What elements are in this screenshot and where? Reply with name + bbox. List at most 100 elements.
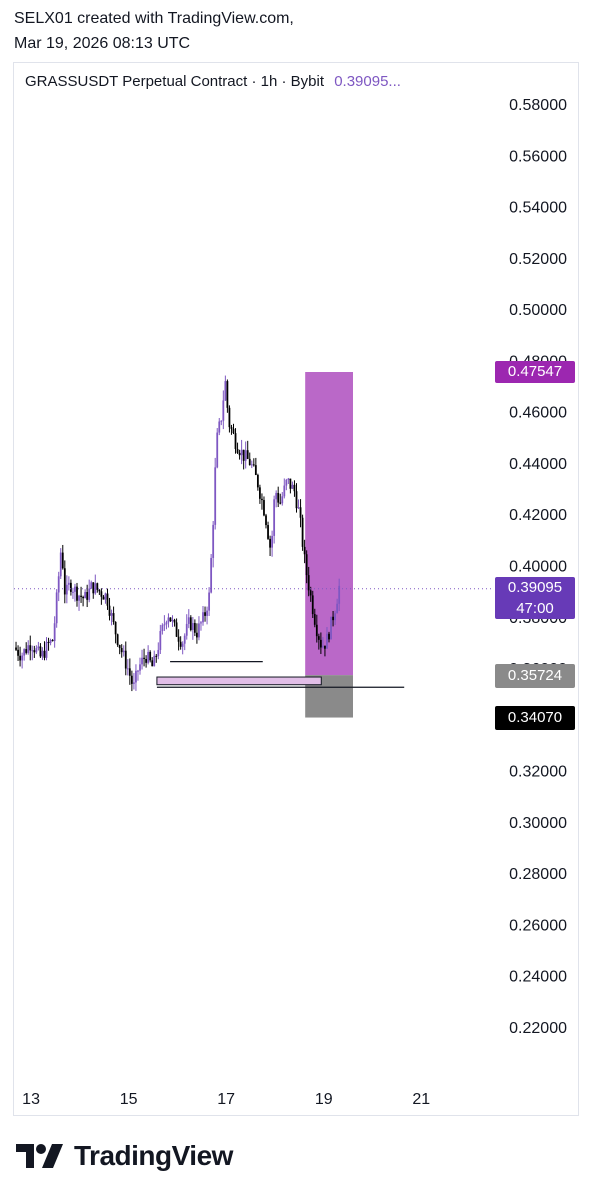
- candle-body: [336, 603, 339, 614]
- candle-body: [96, 583, 99, 590]
- candle-body: [122, 650, 125, 653]
- candle-body: [37, 646, 40, 649]
- candle-body: [27, 645, 30, 653]
- chart-frame: [13, 62, 579, 1116]
- candle-body: [232, 428, 235, 434]
- candle-body: [328, 633, 330, 640]
- candle-body: [55, 592, 58, 624]
- candle-body: [171, 619, 174, 622]
- candle-body: [159, 631, 162, 650]
- candle-body: [200, 622, 202, 624]
- candle-body: [269, 538, 271, 548]
- y-tick-label: 0.26000: [509, 917, 567, 934]
- candle-body: [147, 651, 150, 663]
- candle-body: [84, 592, 87, 599]
- candle-body: [196, 632, 198, 638]
- candle-body: [88, 588, 91, 600]
- candle-body: [210, 557, 213, 593]
- candle-body: [307, 575, 310, 591]
- candle-body: [45, 641, 48, 658]
- candle-body: [110, 613, 113, 616]
- candle-body: [220, 420, 223, 422]
- candle-body: [98, 589, 101, 592]
- candle-body: [43, 650, 46, 658]
- candle-body: [315, 624, 318, 637]
- candle-body: [204, 612, 206, 616]
- y-tick-label: 0.24000: [509, 969, 567, 986]
- candle-body: [281, 496, 284, 504]
- y-tick-label: 0.46000: [509, 405, 567, 422]
- candle-body: [265, 515, 267, 526]
- y-tick-label: 0.44000: [509, 456, 567, 473]
- candle-body: [157, 649, 160, 657]
- candle-body: [267, 525, 269, 539]
- candle-body: [145, 658, 148, 663]
- candle-body: [191, 623, 194, 630]
- candle-body: [338, 585, 341, 604]
- candle-body: [208, 592, 211, 611]
- stop-loss-zone: [305, 372, 353, 676]
- candle-body: [141, 657, 143, 665]
- candle-body: [59, 552, 62, 577]
- y-tick-label: 0.32000: [509, 764, 567, 781]
- candle-body: [313, 614, 316, 625]
- candle-body: [206, 610, 208, 616]
- candle-body: [334, 613, 337, 621]
- candle-body: [100, 591, 103, 597]
- candle-body: [181, 643, 184, 647]
- candle-body: [67, 582, 70, 585]
- candle-body: [82, 596, 84, 599]
- candle-body: [291, 484, 294, 489]
- candle-body: [330, 616, 332, 640]
- candle-body: [169, 617, 172, 622]
- candle-body: [263, 500, 265, 516]
- candle-body: [254, 465, 257, 475]
- candle-body: [149, 651, 152, 661]
- candle-body: [128, 668, 131, 676]
- y-tick-label: 0.40000: [509, 559, 567, 576]
- candle-body: [31, 650, 34, 652]
- candle-body: [193, 623, 196, 633]
- symbol-info[interactable]: GRASSUSDT Perpetual Contract · 1h · Bybi…: [25, 73, 401, 90]
- candle-body: [23, 649, 26, 656]
- candle-body: [49, 640, 52, 643]
- candle-body: [259, 487, 261, 499]
- candle-body: [275, 492, 278, 500]
- candle-body: [114, 621, 117, 635]
- candle-body: [301, 517, 304, 547]
- candle-body: [216, 432, 219, 468]
- candle-body: [15, 647, 17, 650]
- candle-body: [33, 650, 36, 653]
- candle-body: [116, 634, 119, 645]
- candle-body: [86, 592, 89, 600]
- candle-body: [226, 381, 229, 408]
- candle-body: [17, 649, 19, 656]
- candle-body: [309, 590, 312, 596]
- stop-price-tag: 0.47547: [495, 361, 575, 383]
- candle-body: [124, 650, 127, 669]
- candle-body: [139, 664, 141, 671]
- candle-body: [179, 641, 182, 647]
- candle-body: [35, 648, 38, 653]
- candle-body: [311, 595, 314, 615]
- candle-body: [297, 507, 300, 509]
- target-price-tag: 0.34070: [495, 706, 575, 730]
- candle-body: [293, 484, 296, 492]
- candle-body: [25, 649, 28, 653]
- candle-body: [283, 485, 286, 497]
- x-tick-label: 17: [217, 1091, 235, 1108]
- candle-body: [21, 655, 24, 661]
- candle-body: [61, 552, 64, 569]
- candle-body: [212, 524, 215, 558]
- last-price-tag: 0.39095 47:00: [495, 577, 575, 619]
- candle-body: [332, 616, 334, 621]
- candle-body: [29, 645, 32, 651]
- candle-body: [51, 640, 54, 642]
- candle-body: [244, 450, 247, 461]
- candle-body: [104, 593, 107, 600]
- candle-body: [143, 657, 145, 659]
- y-tick-label: 0.56000: [509, 148, 567, 165]
- candle-body: [173, 619, 176, 623]
- candle-body: [240, 449, 243, 456]
- candle-body: [90, 582, 93, 589]
